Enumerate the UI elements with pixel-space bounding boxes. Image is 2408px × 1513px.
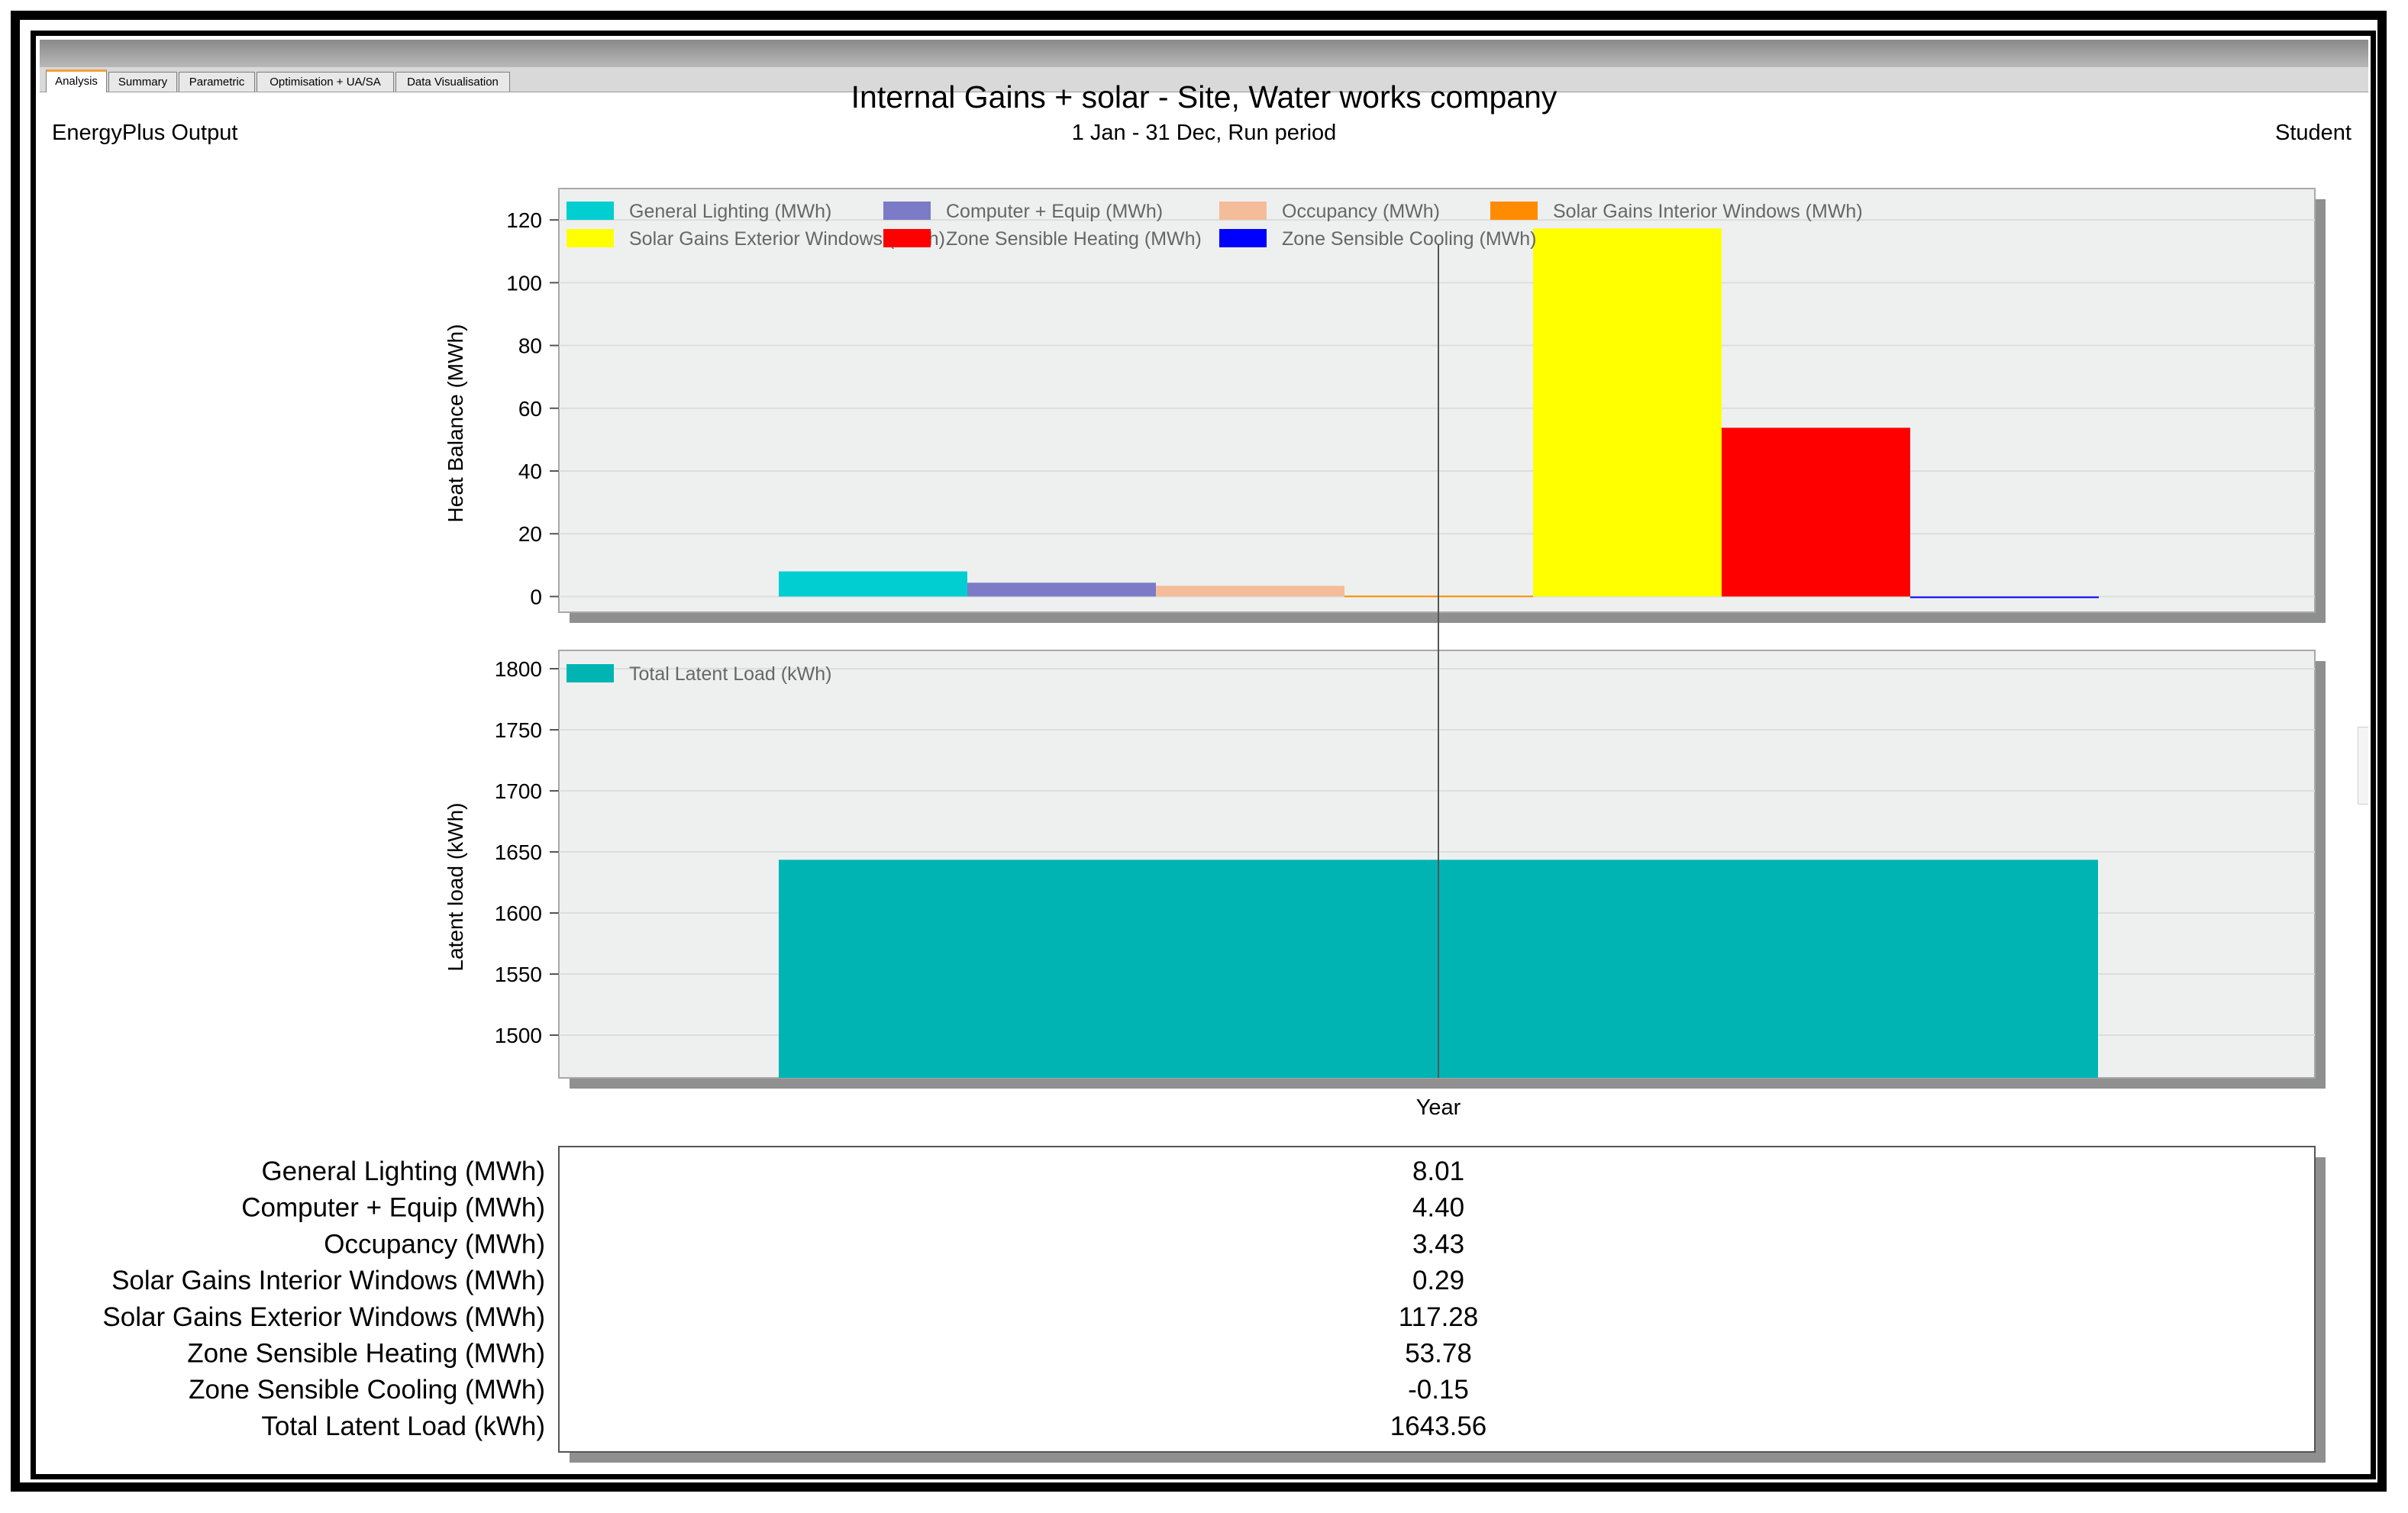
chart1-legend-label: Occupancy (MWh) bbox=[1282, 201, 1440, 222]
chart1-y-tick-label: 20 bbox=[518, 522, 542, 546]
chart1-legend-swatch bbox=[1490, 202, 1538, 220]
chart2-y-tick-label: 1600 bbox=[495, 902, 542, 925]
chart1-plot-area bbox=[558, 188, 2316, 613]
summary-row-label: Solar Gains Exterior Windows (MWh) bbox=[102, 1302, 545, 1332]
chart1-legend-label: Solar Gains Interior Windows (MWh) bbox=[1553, 201, 1863, 222]
chart1-legend-swatch bbox=[1219, 229, 1267, 247]
summary-row-value: -0.15 bbox=[1408, 1375, 1469, 1405]
tab-summary[interactable]: Summary bbox=[108, 72, 177, 92]
chart2-y-tick-label: 1800 bbox=[495, 657, 542, 681]
chart1-legend-label: Zone Sensible Cooling (MWh) bbox=[1282, 228, 1536, 250]
app-titlebar bbox=[40, 40, 2368, 67]
summary-row-label: Computer + Equip (MWh) bbox=[241, 1193, 545, 1223]
summary-row-value: 8.01 bbox=[1412, 1157, 1464, 1186]
chart1-bar bbox=[1533, 228, 1722, 597]
chart1-y-tick-label: 120 bbox=[506, 208, 542, 232]
chart2-y-tick-label: 1700 bbox=[495, 779, 542, 803]
chart2-y-tick-label: 1650 bbox=[495, 840, 542, 864]
tab-data-visualisation[interactable]: Data Visualisation bbox=[395, 72, 510, 92]
summary-table-box bbox=[558, 1146, 2316, 1453]
chart1-legend-swatch bbox=[883, 229, 931, 247]
chart1-bar bbox=[967, 582, 1156, 597]
chart1-y-axis-label: Heat Balance (MWh) bbox=[444, 324, 467, 523]
summary-row-value: 53.78 bbox=[1405, 1339, 1472, 1369]
chart1-bar bbox=[1722, 427, 1910, 597]
inner-frame bbox=[31, 31, 2376, 1479]
summary-row-label: Total Latent Load (kWh) bbox=[261, 1411, 545, 1441]
chart1-y-tick-label: 0 bbox=[530, 585, 542, 608]
tab-parametric[interactable]: Parametric bbox=[179, 72, 255, 92]
chart1-legend-label: Zone Sensible Heating (MWh) bbox=[946, 228, 1202, 250]
summary-row-value: 1643.56 bbox=[1390, 1411, 1487, 1441]
summary-row-label: Occupancy (MWh) bbox=[324, 1229, 545, 1259]
chart-area: 0 20 40 60 80 100 120 Heat Balance (MWh) General… bbox=[102, 188, 2326, 1463]
chart2-legend-swatch bbox=[566, 664, 614, 682]
chart2-y-tick-label: 1750 bbox=[495, 718, 542, 742]
summary-row-value: 3.43 bbox=[1412, 1229, 1464, 1259]
x-category-label: Year bbox=[1416, 1095, 1461, 1120]
page-title: Internal Gains + solar - Site, Water wor… bbox=[851, 79, 1557, 115]
chart1-legend-label: General Lighting (MWh) bbox=[629, 201, 831, 222]
chart2-y-tick-label: 1500 bbox=[495, 1024, 542, 1047]
tab-strip: Analysis Summary Parametric Optimisation… bbox=[40, 67, 2368, 92]
user-label: Student bbox=[2275, 121, 2352, 145]
summary-row-label: Zone Sensible Cooling (MWh) bbox=[189, 1375, 545, 1405]
chart1-legend-swatch bbox=[566, 229, 614, 247]
splitter-handle[interactable] bbox=[2358, 727, 2368, 805]
summary-row-value: 117.28 bbox=[1399, 1302, 1478, 1332]
outer-frame bbox=[11, 11, 2387, 1492]
chart1-y-tick-label: 100 bbox=[506, 271, 542, 295]
output-source-label: EnergyPlus Output bbox=[52, 121, 238, 145]
chart1-legend-swatch bbox=[1219, 202, 1267, 220]
chart1-legend-swatch bbox=[883, 202, 931, 220]
summary-row-label: General Lighting (MWh) bbox=[261, 1157, 545, 1186]
chart2-y-tick-label: 1550 bbox=[495, 963, 542, 986]
chart1-y-tick-label: 80 bbox=[518, 334, 542, 358]
summary-row-value: 4.40 bbox=[1412, 1193, 1464, 1223]
chart1-bar bbox=[1910, 596, 2099, 598]
summary-row-label: Zone Sensible Heating (MWh) bbox=[187, 1339, 545, 1369]
chart2-y-axis-label: Latent load (kWh) bbox=[444, 803, 467, 972]
chart1-bar bbox=[779, 571, 967, 597]
summary-row-value: 0.29 bbox=[1412, 1266, 1464, 1295]
chart2-legend-label: Total Latent Load (kWh) bbox=[629, 663, 831, 685]
chart1-legend-label: Computer + Equip (MWh) bbox=[946, 201, 1163, 222]
chart1-y-tick-label: 60 bbox=[518, 397, 542, 421]
tab-analysis[interactable]: Analysis bbox=[46, 69, 107, 92]
run-period-subtitle: 1 Jan - 31 Dec, Run period bbox=[1071, 121, 1337, 145]
app-window: Analysis Summary Parametric Optimisation… bbox=[40, 40, 2368, 1467]
chart1-bar bbox=[1156, 586, 1344, 597]
chart1-legend-swatch bbox=[566, 202, 614, 220]
summary-row-label: Solar Gains Interior Windows (MWh) bbox=[111, 1266, 545, 1295]
chart1-y-tick-label: 40 bbox=[518, 460, 542, 483]
tab-optimisation[interactable]: Optimisation + UA/SA bbox=[257, 72, 394, 92]
